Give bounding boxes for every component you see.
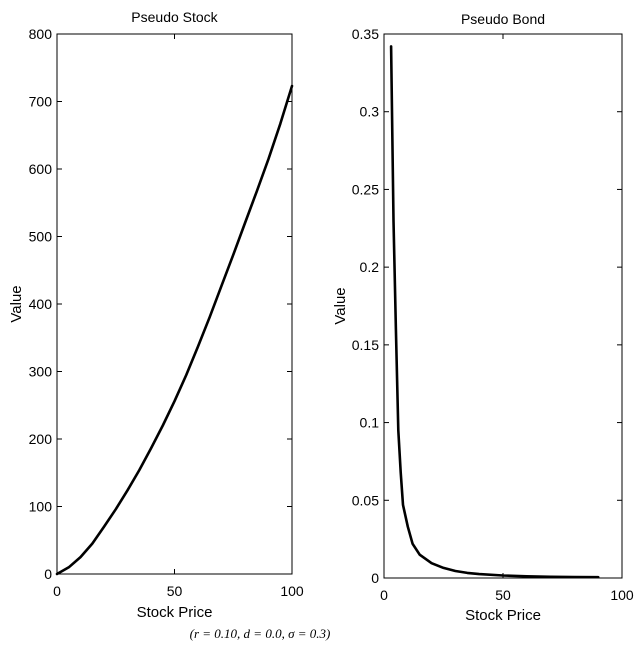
chart-title: Pseudo Bond bbox=[461, 11, 545, 27]
y-tick-label: 300 bbox=[29, 364, 53, 380]
x-axis-label: Stock Price bbox=[137, 604, 213, 621]
x-tick-label: 0 bbox=[380, 587, 388, 603]
y-tick-label: 400 bbox=[29, 296, 53, 312]
series-group bbox=[389, 45, 600, 579]
series-group bbox=[55, 84, 294, 576]
y-tick-label: 200 bbox=[29, 431, 53, 447]
y-tick-label: 0.35 bbox=[352, 26, 379, 42]
tick-group: 0 50 100 0 100 200 300 400 500 600 700 800 bbox=[29, 26, 304, 599]
plot-frame bbox=[383, 33, 623, 579]
parameter-caption: (r = 0.10, d = 0.0, σ = 0.3) bbox=[189, 626, 331, 641]
y-tick-label: 0.1 bbox=[360, 415, 380, 431]
plot-frame bbox=[56, 33, 293, 575]
y-tick-label: 0.2 bbox=[360, 259, 380, 275]
chart-title: Pseudo Stock bbox=[131, 9, 218, 25]
y-tick-label: 0.15 bbox=[352, 337, 379, 353]
x-tick-label: 100 bbox=[280, 583, 304, 599]
x-tick-label: 100 bbox=[610, 587, 634, 603]
tick-group: 0 50 100 0 0.05 0.1 0.15 0.2 0.25 0.3 0.35 bbox=[352, 26, 634, 603]
y-tick-label: 0 bbox=[371, 570, 379, 586]
y-tick-label: 100 bbox=[29, 499, 53, 515]
y-axis-label: Value bbox=[332, 287, 349, 324]
x-tick-label: 0 bbox=[53, 583, 61, 599]
y-tick-label: 0.3 bbox=[360, 104, 380, 120]
y-tick-label: 0.05 bbox=[352, 492, 379, 508]
y-tick-label: 0 bbox=[44, 566, 52, 582]
series-line bbox=[389, 45, 600, 579]
y-tick-label: 700 bbox=[29, 94, 53, 110]
y-tick-label: 0.25 bbox=[352, 181, 379, 197]
y-axis-label: Value bbox=[8, 285, 25, 322]
pseudo-stock-panel: Pseudo Stock Stock Price Value 0 50 100 0 10… bbox=[8, 9, 304, 621]
x-tick-label: 50 bbox=[495, 587, 511, 603]
x-axis-label: Stock Price bbox=[465, 607, 541, 624]
y-tick-label: 600 bbox=[29, 161, 53, 177]
pseudo-bond-panel: Pseudo Bond Stock Price Value 0 50 100 0 0.0… bbox=[332, 11, 634, 624]
series-line bbox=[55, 84, 294, 576]
y-tick-label: 800 bbox=[29, 26, 53, 42]
x-tick-label: 50 bbox=[167, 583, 183, 599]
y-tick-label: 500 bbox=[29, 229, 53, 245]
